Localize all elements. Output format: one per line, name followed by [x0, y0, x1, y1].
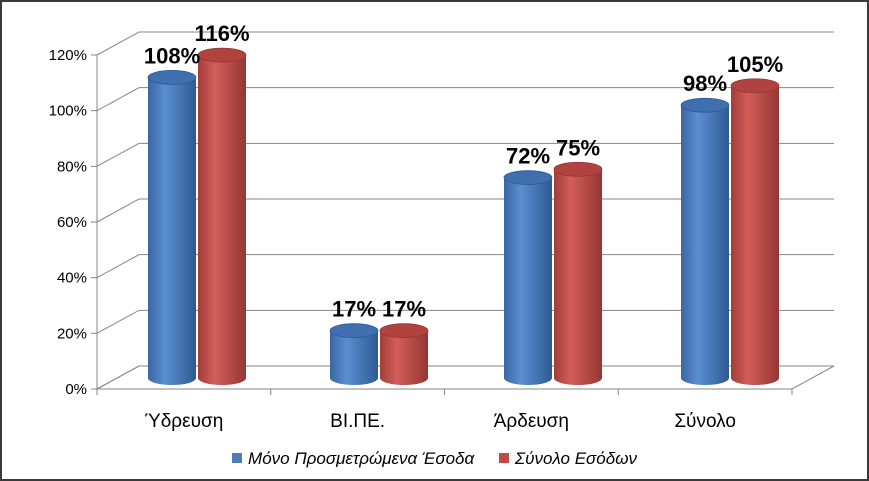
bar-series-1-0: [147, 70, 197, 386]
bar-top: [197, 47, 247, 63]
x-tick-label: Ύδρευση: [144, 411, 223, 432]
legend-swatch-series-1: [232, 453, 243, 463]
bar-top: [730, 78, 780, 94]
y-tick-label: 0%: [65, 381, 87, 398]
bars-layer: [147, 47, 780, 386]
bar-top: [379, 323, 429, 339]
bar-top: [147, 70, 197, 85]
x-tick-label: Σύνολο: [674, 411, 736, 432]
data-label: 108%: [144, 43, 200, 68]
bar-series-1-3: [680, 97, 730, 385]
gridline: [96, 309, 834, 334]
bar-top: [680, 97, 730, 113]
bar-series-1-2: [503, 170, 553, 385]
labels-layer: 108% 17% 72% 98% 116% 17% 75% 105%: [144, 21, 783, 322]
legend: Μόνο Προσμετρώμενα Έσοδα Σύνολο Εσόδων: [2, 449, 867, 469]
y-tick-label: 20%: [57, 325, 87, 342]
x-tick-label: ΒΙ.ΠΕ.: [330, 411, 385, 432]
bar-body: [504, 177, 552, 385]
data-label: 17%: [332, 297, 376, 322]
x-tick-label: Άρδευση: [494, 411, 569, 432]
axes-layer: 0% 20% 40% 60% 80% 100% 120% Ύδρευση ΒΙ.ΠΕ. Άρδευ…: [49, 31, 835, 432]
y-tick-label: 120%: [49, 47, 87, 64]
legend-item-series-1[interactable]: Μόνο Προσμετρώμενα Έσοδα: [232, 449, 474, 469]
data-label: 116%: [194, 21, 249, 46]
data-label: 98%: [683, 71, 727, 96]
legend-label-series-2: Σύνολο Εσόδων: [514, 449, 637, 468]
bar-series-1-1: [329, 323, 379, 385]
bar-top: [329, 323, 379, 339]
gridline: [96, 254, 834, 279]
bar-body: [330, 330, 378, 385]
bar-body: [681, 105, 729, 385]
legend-swatch-series-2: [498, 453, 509, 463]
bar-top: [503, 170, 553, 186]
gridline: [96, 198, 834, 223]
data-label: 75%: [556, 135, 600, 160]
y-tick-label: 60%: [57, 214, 87, 231]
bar-series-2-0: [197, 47, 247, 386]
bar-series-2-2: [553, 161, 603, 385]
bar-body: [731, 85, 779, 385]
bar-series-2-1: [379, 323, 429, 385]
y-tick-label: 40%: [57, 270, 87, 287]
gridline: [96, 87, 834, 112]
gridline: [96, 31, 834, 56]
bar-body: [380, 330, 428, 385]
bar-body: [554, 169, 602, 385]
bar-top: [553, 161, 603, 177]
gridline: [96, 142, 834, 167]
y-tick-label: 80%: [57, 158, 87, 175]
bar-body: [148, 77, 196, 386]
bar-body: [198, 55, 246, 386]
floor: [96, 365, 835, 390]
y-tick-label: 100%: [49, 103, 87, 120]
legend-item-series-2[interactable]: Σύνολο Εσόδων: [498, 449, 637, 469]
bar-series-2-3: [730, 78, 780, 385]
data-label: 105%: [727, 52, 783, 77]
legend-label-series-1: Μόνο Προσμετρώμενα Έσοδα: [248, 449, 475, 468]
data-label: 17%: [382, 297, 426, 322]
data-label: 72%: [506, 144, 550, 169]
bar-chart: 0% 20% 40% 60% 80% 100% 120% Ύδρευση ΒΙ.ΠΕ. Άρδευ…: [49, 21, 835, 432]
